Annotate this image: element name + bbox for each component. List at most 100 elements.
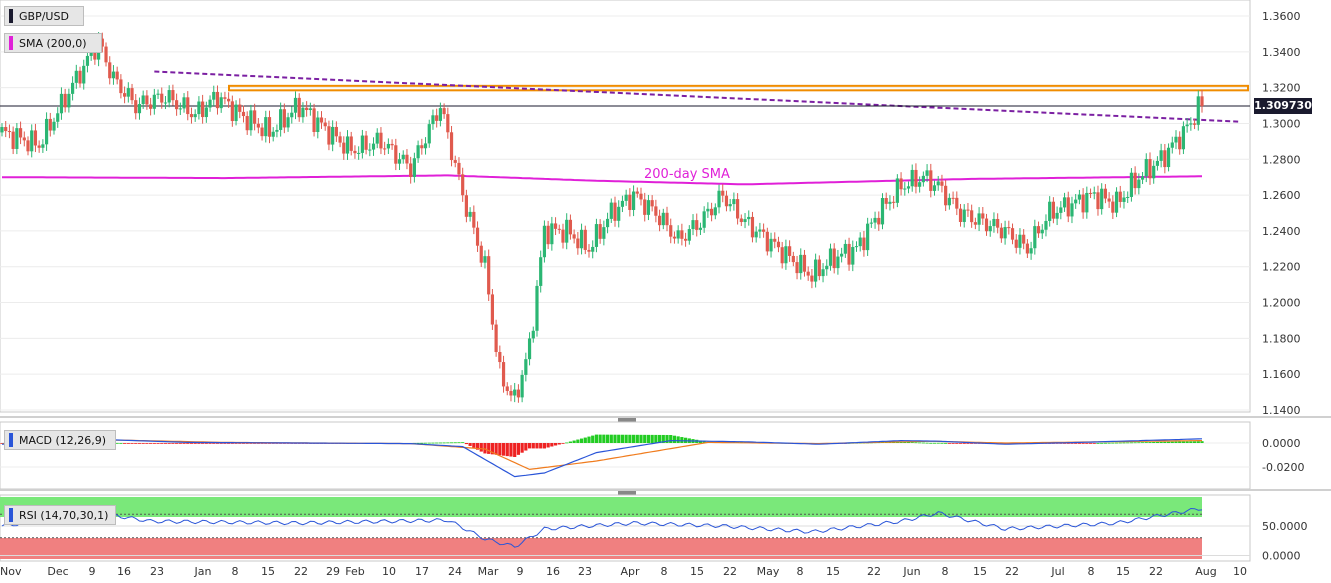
candle-body	[758, 229, 762, 232]
candle-body	[613, 202, 617, 221]
panel-divider-2[interactable]	[0, 489, 1331, 491]
macd-hist-bar	[1170, 441, 1174, 443]
candle-body	[412, 158, 416, 177]
candle-body	[672, 236, 677, 239]
candle-body	[929, 170, 933, 191]
candle-body	[535, 285, 539, 331]
candle-body	[282, 109, 286, 128]
candle-body	[1170, 142, 1174, 148]
macd-hist-bar	[115, 442, 119, 444]
macd-hist-bar	[669, 435, 673, 443]
macd-hist-bar	[420, 442, 424, 444]
x-tick-label: 22	[1005, 565, 1019, 578]
candle-body	[966, 209, 970, 211]
candle-body	[1048, 201, 1052, 221]
candle-body	[854, 246, 859, 248]
rsi-swatch	[9, 508, 13, 522]
price-tick-label: 1.2600	[1262, 189, 1301, 202]
macd-hist-bar	[918, 442, 922, 444]
candle-body	[163, 102, 168, 104]
candle-body	[56, 113, 60, 122]
macd-hist-bar	[167, 443, 171, 444]
candle-body	[1029, 248, 1033, 254]
macd-hist-bar	[479, 443, 483, 452]
price-tick-label: 1.3600	[1262, 10, 1301, 23]
candle-body	[643, 199, 647, 215]
macd-hist-bar	[453, 442, 457, 444]
candle-body	[264, 117, 268, 137]
candle-body	[977, 213, 981, 225]
candle-body	[888, 201, 892, 204]
candle-body	[680, 230, 684, 239]
candle-body	[814, 259, 818, 282]
candle-body	[1066, 197, 1070, 217]
macd-hist-bar	[119, 442, 123, 444]
candle-body	[479, 245, 483, 263]
candle-body	[238, 104, 242, 112]
candle-body	[178, 108, 182, 110]
candle-body	[435, 115, 439, 121]
price-tick-label: 1.2400	[1262, 225, 1301, 238]
candle-body	[1178, 136, 1182, 150]
macd-hist-bar	[1137, 442, 1141, 444]
candle-body	[657, 215, 662, 226]
candle-body	[130, 88, 134, 101]
panel-drag-handle-2[interactable]	[618, 491, 636, 495]
candle-body	[780, 247, 784, 264]
candle-body	[1051, 201, 1055, 219]
candle-body	[624, 194, 628, 201]
rsi-legend[interactable]: RSI (14,70,30,1)	[4, 505, 116, 525]
macd-hist-bar	[955, 443, 959, 444]
macd-plot-area	[0, 421, 1251, 490]
candle-body	[843, 243, 847, 254]
candle-body	[587, 249, 591, 252]
candle-body	[275, 129, 279, 132]
candle-body	[895, 178, 899, 203]
candle-body	[728, 204, 732, 207]
candle-body	[30, 130, 34, 152]
candle-body	[932, 185, 937, 191]
macd-hist-bar	[1185, 441, 1189, 443]
macd-legend[interactable]: MACD (12,26,9)	[4, 430, 116, 450]
macd-hist-bar	[1122, 442, 1126, 444]
candle-body	[906, 186, 911, 189]
candle-body	[1196, 96, 1200, 125]
candle-body	[1100, 188, 1104, 210]
candle-body	[918, 182, 922, 187]
candle-body	[223, 97, 227, 99]
candle-body	[661, 212, 665, 226]
macd-hist-bar	[509, 443, 513, 457]
macd-hist-bar	[951, 443, 955, 444]
candle-body	[308, 108, 312, 111]
sma-legend[interactable]: SMA (200,0)	[4, 33, 102, 53]
candle-body	[141, 95, 145, 105]
price-tick-label: 1.1400	[1262, 404, 1301, 417]
panel-divider-1[interactable]	[0, 416, 1331, 418]
price-plot-area	[0, 0, 1251, 413]
price-tick-label: 1.2000	[1262, 297, 1301, 310]
candle-body	[981, 213, 985, 219]
candle-body	[271, 131, 275, 137]
macd-hist-bar	[903, 441, 907, 443]
macd-hist-bar	[461, 442, 465, 444]
candle-body	[293, 97, 298, 113]
candle-body	[683, 238, 688, 241]
candle-body	[1192, 123, 1197, 125]
candle-body	[709, 208, 714, 216]
macd-hist-bar	[1200, 441, 1204, 443]
macd-hist-bar	[1107, 442, 1111, 444]
x-tick-label: 29	[326, 565, 340, 578]
macd-hist-bar	[230, 443, 234, 444]
macd-hist-bar	[475, 443, 480, 450]
price-tick-label: 1.1800	[1262, 332, 1301, 345]
candle-body	[828, 248, 833, 266]
candle-body	[297, 97, 301, 118]
panel-drag-handle-1[interactable]	[618, 418, 636, 422]
x-tick-label: Mar	[478, 565, 499, 578]
rsi-overbought-zone	[0, 497, 1202, 517]
symbol-legend[interactable]: GBP/USD	[4, 6, 84, 26]
candle-body	[327, 126, 331, 145]
candle-body	[1044, 220, 1048, 230]
macd-hist-bar	[643, 434, 647, 443]
